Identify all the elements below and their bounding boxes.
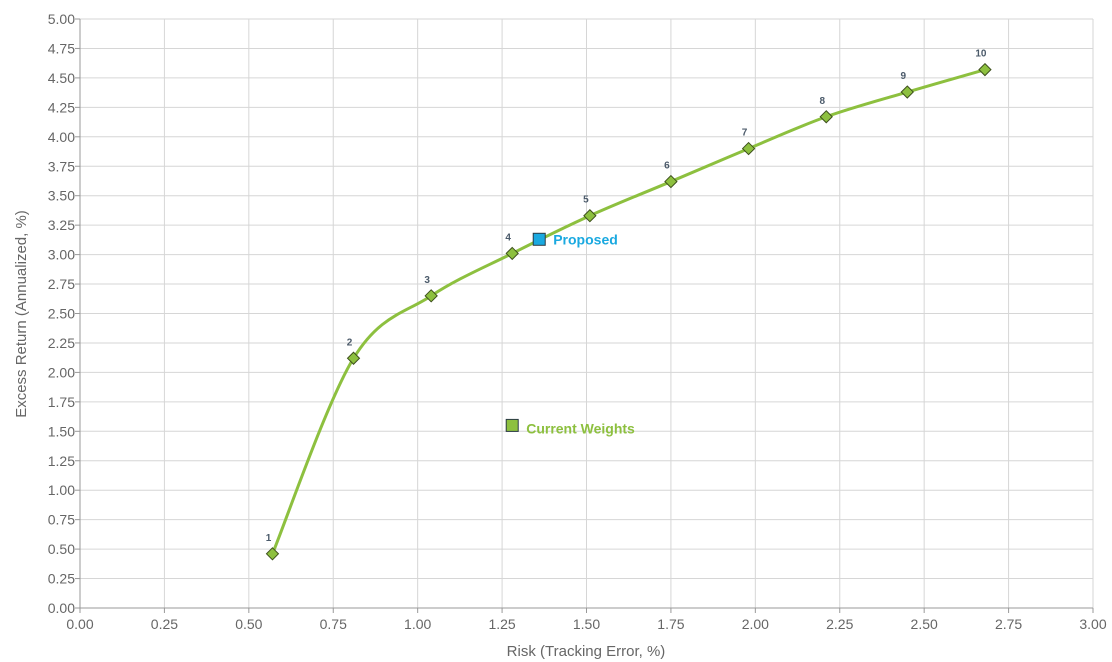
- x-tick-label: 2.75: [995, 616, 1022, 632]
- data-point-label: 3: [424, 275, 430, 286]
- y-tick-label: 4.00: [48, 129, 75, 145]
- data-point-label: 8: [819, 96, 825, 107]
- y-tick-label: 3.75: [48, 158, 75, 174]
- data-point-label: 10: [975, 49, 987, 60]
- y-tick-label: 2.00: [48, 364, 75, 380]
- x-tick-label: 0.50: [235, 616, 262, 632]
- x-tick-label: 0.00: [66, 616, 93, 632]
- x-tick-label: 3.00: [1079, 616, 1106, 632]
- data-point-marker[interactable]: [346, 351, 361, 365]
- data-point-marker[interactable]: [424, 289, 438, 303]
- y-tick-label: 3.25: [48, 217, 75, 233]
- y-tick-label: 4.50: [48, 70, 75, 86]
- y-tick-label: 0.50: [48, 541, 75, 557]
- data-point-marker[interactable]: [741, 141, 756, 156]
- y-tick-label: 1.00: [48, 482, 75, 498]
- x-axis-label: Risk (Tracking Error, %): [507, 643, 666, 660]
- axes: [75, 18, 1094, 613]
- y-tick-label: 2.25: [48, 335, 75, 351]
- data-point-marker[interactable]: [978, 62, 992, 77]
- series-frontier: 1 2 3 4 5 6 7 8 9 10: [265, 49, 992, 561]
- x-tick-label: 2.50: [911, 616, 938, 632]
- y-tick-label: 0.25: [48, 571, 75, 587]
- data-point-label: 4: [505, 232, 511, 243]
- grid-lines: [79, 18, 1094, 609]
- data-point-marker[interactable]: [900, 85, 914, 99]
- x-tick-label: 1.50: [573, 616, 600, 632]
- annotation-label: Proposed: [553, 231, 618, 247]
- data-point-label: 1: [266, 533, 272, 544]
- x-tick-label: 1.00: [404, 616, 431, 632]
- data-point-marker[interactable]: [664, 174, 678, 189]
- annotation-marker[interactable]: [532, 232, 546, 246]
- y-tick-label: 5.00: [48, 11, 75, 27]
- y-tick-label: 2.50: [48, 306, 75, 322]
- data-point-marker[interactable]: [819, 110, 833, 124]
- data-point-label: 6: [664, 161, 670, 172]
- data-point-label: 2: [347, 337, 353, 348]
- data-point-marker[interactable]: [265, 547, 280, 561]
- y-tick-label: 2.75: [48, 276, 75, 292]
- annotations: Proposed Current Weights: [505, 231, 635, 436]
- data-point-label: 9: [901, 71, 907, 82]
- y-tick-label: 3.50: [48, 188, 75, 204]
- y-tick-label: 1.25: [48, 453, 75, 469]
- annotation-label: Current Weights: [526, 420, 635, 436]
- x-tick-label: 2.00: [742, 616, 769, 632]
- data-point-label: 5: [583, 195, 589, 206]
- y-tick-label: 0.00: [48, 600, 75, 616]
- data-point-label: 7: [742, 128, 748, 139]
- annotation-marker[interactable]: [505, 418, 519, 432]
- y-tick-label: 3.00: [48, 247, 75, 263]
- y-tick-label: 1.50: [48, 423, 75, 439]
- data-point-marker[interactable]: [505, 246, 519, 261]
- y-tick-label: 1.75: [48, 394, 75, 410]
- x-tick-label: 0.25: [151, 616, 178, 632]
- y-tick-label: 4.75: [48, 40, 75, 56]
- data-point-marker[interactable]: [583, 209, 597, 223]
- x-tick-label: 2.25: [826, 616, 853, 632]
- x-tick-label: 0.75: [320, 616, 347, 632]
- x-tick-label: 1.75: [657, 616, 684, 632]
- series-line: [271, 68, 986, 555]
- y-tick-label: 0.75: [48, 512, 75, 528]
- y-tick-label: 4.25: [48, 99, 75, 115]
- y-tick-labels: 0.00 0.25 0.50 0.75 1.00 1.25 1.50 1.75 2.00 2.25…: [48, 11, 75, 616]
- y-axis-label: Excess Return (Annualized, %): [13, 210, 30, 418]
- x-tick-label: 1.25: [488, 616, 515, 632]
- x-tick-labels: 0.00 0.25 0.50 0.75 1.00 1.25 1.50 1.75 2.00 2.25…: [66, 616, 1106, 632]
